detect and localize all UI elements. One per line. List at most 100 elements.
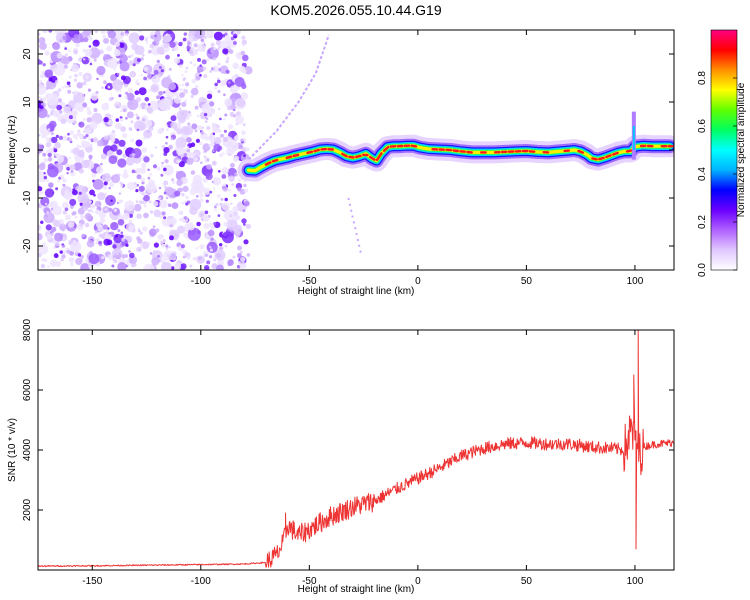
noise-blob bbox=[143, 66, 148, 72]
noise-blob bbox=[74, 215, 78, 219]
noise-blob bbox=[124, 200, 135, 212]
noise-blob bbox=[168, 168, 171, 171]
noise-blob bbox=[83, 30, 92, 36]
noise-blob bbox=[234, 35, 237, 39]
noise-blob bbox=[38, 186, 43, 192]
spectrogram-x-label: Height of straight line (km) bbox=[298, 286, 415, 297]
noise-blob bbox=[172, 180, 176, 184]
noise-blob bbox=[163, 191, 167, 195]
noise-blob bbox=[57, 179, 60, 183]
noise-blob bbox=[212, 149, 215, 153]
noise-blob bbox=[97, 140, 104, 147]
noise-blob bbox=[166, 128, 169, 132]
noise-blob bbox=[53, 219, 61, 228]
noise-blob bbox=[120, 231, 124, 235]
noise-blob bbox=[165, 196, 169, 200]
noise-blob bbox=[38, 107, 48, 119]
noise-blob bbox=[145, 41, 149, 44]
noise-blob bbox=[196, 195, 199, 198]
noise-blob bbox=[116, 201, 120, 205]
noise-blob bbox=[156, 59, 160, 64]
noise-blob bbox=[86, 239, 95, 248]
noise-blob bbox=[127, 87, 134, 94]
noise-blob bbox=[67, 89, 72, 94]
noise-blob bbox=[203, 155, 207, 159]
noise-blob bbox=[163, 33, 172, 43]
noise-blob bbox=[87, 35, 93, 41]
noise-blob bbox=[149, 252, 153, 255]
noise-blob bbox=[161, 217, 171, 227]
noise-blob bbox=[118, 199, 123, 204]
snr-y-tick-label: 2000 bbox=[22, 498, 33, 521]
noise-blob bbox=[222, 117, 226, 121]
noise-blob bbox=[241, 130, 246, 136]
noise-blob bbox=[187, 223, 195, 231]
noise-blob bbox=[214, 205, 217, 209]
noise-blob bbox=[240, 50, 246, 56]
noise-blob bbox=[190, 142, 196, 147]
noise-blob bbox=[185, 195, 189, 200]
noise-blob bbox=[197, 125, 203, 131]
noise-blob bbox=[233, 194, 237, 197]
noise-blob bbox=[145, 36, 149, 40]
noise-blob bbox=[229, 162, 235, 168]
noise-blob bbox=[160, 69, 164, 73]
noise-blob bbox=[222, 48, 229, 55]
noise-blob bbox=[64, 84, 69, 89]
noise-blob bbox=[186, 146, 189, 149]
noise-blob bbox=[221, 202, 231, 211]
noise-blob bbox=[88, 200, 92, 204]
noise-blob bbox=[145, 38, 148, 42]
noise-blob bbox=[88, 264, 92, 268]
noise-blob bbox=[221, 167, 229, 175]
noise-blob bbox=[79, 202, 83, 206]
noise-blob bbox=[140, 57, 144, 61]
noise-blob bbox=[204, 210, 209, 215]
noise-blob bbox=[193, 63, 197, 67]
noise-blob bbox=[222, 152, 225, 155]
noise-blob bbox=[219, 153, 223, 158]
noise-blob bbox=[74, 102, 83, 111]
noise-blob bbox=[244, 188, 249, 193]
noise-blob bbox=[62, 210, 67, 215]
noise-blob bbox=[170, 137, 174, 141]
noise-blob bbox=[135, 113, 138, 117]
noise-blob bbox=[148, 89, 151, 92]
noise-blob bbox=[82, 118, 86, 121]
noise-blob bbox=[233, 41, 237, 45]
noise-blob bbox=[183, 216, 188, 220]
noise-blob bbox=[115, 118, 120, 122]
noise-blob bbox=[76, 131, 82, 137]
noise-blob bbox=[152, 250, 156, 254]
noise-blob bbox=[244, 200, 250, 207]
snr-x-tick-label: -50 bbox=[302, 576, 317, 587]
noise-blob bbox=[47, 157, 53, 162]
noise-blob bbox=[178, 161, 185, 168]
noise-blob bbox=[128, 250, 131, 253]
noise-blob bbox=[61, 223, 65, 226]
noise-blob bbox=[169, 217, 178, 225]
noise-blob bbox=[129, 70, 136, 78]
noise-blob bbox=[227, 41, 232, 46]
noise-blob bbox=[167, 188, 178, 199]
noise-blob bbox=[122, 172, 129, 179]
noise-blob bbox=[224, 32, 228, 36]
noise-blob bbox=[38, 244, 49, 255]
noise-blob bbox=[93, 107, 98, 113]
noise-blob bbox=[70, 68, 73, 72]
harmonic-arcs bbox=[247, 34, 363, 256]
spectrogram-y-tick-label: -10 bbox=[22, 190, 33, 205]
ridge-peak bbox=[285, 155, 293, 160]
noise-blob bbox=[176, 109, 188, 121]
noise-blob bbox=[203, 187, 211, 195]
noise-blob bbox=[186, 137, 192, 143]
noise-blob bbox=[119, 118, 124, 122]
noise-blob bbox=[96, 77, 99, 81]
noise-blob bbox=[111, 248, 123, 259]
noise-blob bbox=[168, 67, 172, 71]
noise-blob bbox=[139, 231, 143, 235]
noise-blob bbox=[125, 243, 129, 247]
noise-blob bbox=[186, 116, 190, 120]
noise-blob bbox=[234, 173, 237, 177]
noise-blob bbox=[83, 206, 88, 212]
